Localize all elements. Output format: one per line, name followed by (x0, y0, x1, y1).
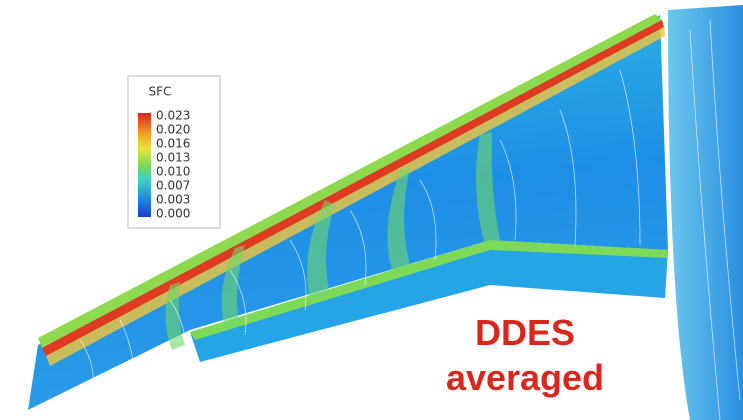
legend-title: SFC (149, 85, 172, 99)
colorbar-label: 0.023 (156, 109, 190, 123)
colorbar-label: 0.020 (156, 123, 190, 137)
colorbar-label: 0.010 (156, 165, 190, 179)
caption-line: averaged (446, 357, 604, 398)
colorbar-label: 0.007 (156, 179, 190, 193)
colorbar-label: 0.013 (156, 151, 190, 165)
colorbar-label: 0.003 (156, 193, 190, 207)
colorbar (138, 113, 151, 217)
fuselage (668, 5, 743, 420)
cfd-scene: SFC 0.0230.0200.0160.0130.0100.0070.0030… (0, 0, 743, 420)
caption-line: DDES (475, 312, 575, 353)
colorbar-label: 0.016 (156, 137, 190, 151)
colorbar-label: 0.000 (156, 207, 190, 221)
